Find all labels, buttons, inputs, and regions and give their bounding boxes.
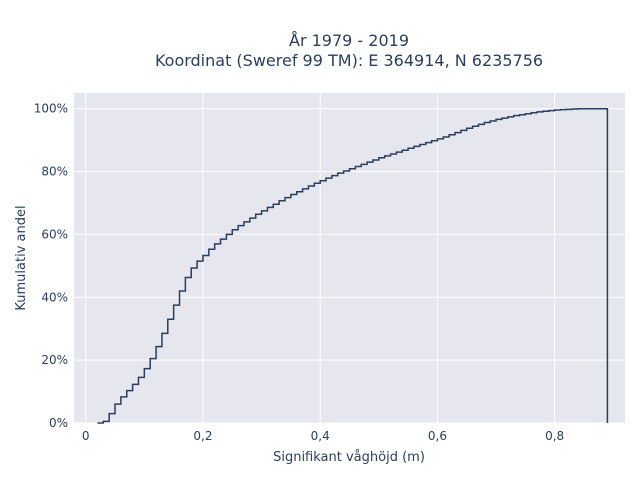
x-tick-label: 0 [82, 429, 90, 443]
x-tick-label: 0,4 [311, 429, 330, 443]
x-tick-label: 0,6 [428, 429, 447, 443]
y-tick-label: 40% [41, 290, 68, 304]
chart-title-line-2: Koordinat (Sweref 99 TM): E 364914, N 62… [155, 51, 543, 70]
x-tick-label: 0,8 [545, 429, 564, 443]
y-tick-label: 80% [41, 165, 68, 179]
y-tick-label: 0% [49, 416, 68, 430]
y-tick-label: 20% [41, 353, 68, 367]
chart-title-line-1: År 1979 - 2019 [289, 31, 409, 50]
x-axis-title: Signifikant våghöjd (m) [273, 450, 425, 465]
tick-labels: 0 0,2 0,4 0,6 0,8 0% 20% 40% 60% 80% 100% [34, 102, 565, 443]
plot-area [74, 93, 625, 423]
x-tick-label: 0,2 [193, 429, 212, 443]
y-tick-label: 60% [41, 227, 68, 241]
y-axis-title: Kumulativ andel [14, 205, 29, 310]
y-tick-label: 100% [34, 102, 68, 116]
cumulative-step-line [97, 107, 609, 424]
grid-lines [74, 93, 625, 424]
